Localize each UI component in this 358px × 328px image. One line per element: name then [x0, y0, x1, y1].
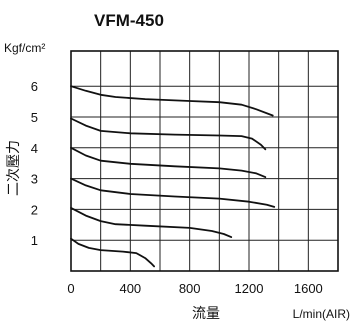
- y-tick-label: 3: [31, 172, 38, 187]
- grid: [71, 51, 338, 271]
- pressure-curves: [70, 85, 276, 268]
- x-unit-label: L/min(AIR): [293, 307, 350, 321]
- chart-title: VFM-450: [94, 11, 164, 30]
- y-tick-label: 4: [31, 141, 38, 156]
- pressure-curve: [70, 237, 155, 268]
- y-tick-label: 6: [31, 79, 38, 94]
- pressure-curve: [70, 146, 267, 178]
- plot-frame: [70, 50, 339, 272]
- x-axis-label: 流量: [192, 305, 220, 321]
- y-unit-label: Kgf/cm²: [4, 41, 45, 55]
- x-tick-label: 400: [119, 281, 141, 296]
- x-tick-label: 1200: [235, 281, 264, 296]
- x-tick-label: 1600: [294, 281, 323, 296]
- pressure-curve: [70, 85, 274, 117]
- pressure-curve: [70, 117, 267, 151]
- y-tick-label: 5: [31, 110, 38, 125]
- y-tick-label: 2: [31, 202, 38, 217]
- y-tick-label: 1: [31, 233, 38, 248]
- pressure-curve: [70, 207, 233, 238]
- pressure-curve: [70, 177, 276, 208]
- x-tick-label: 0: [67, 281, 74, 296]
- x-tick-label: 800: [179, 281, 201, 296]
- x-tick-labels: 0 400 800 1200 1600: [67, 281, 322, 296]
- y-axis-label: 二次壓力: [5, 140, 21, 196]
- y-tick-labels: 1 2 3 4 5 6: [31, 79, 38, 248]
